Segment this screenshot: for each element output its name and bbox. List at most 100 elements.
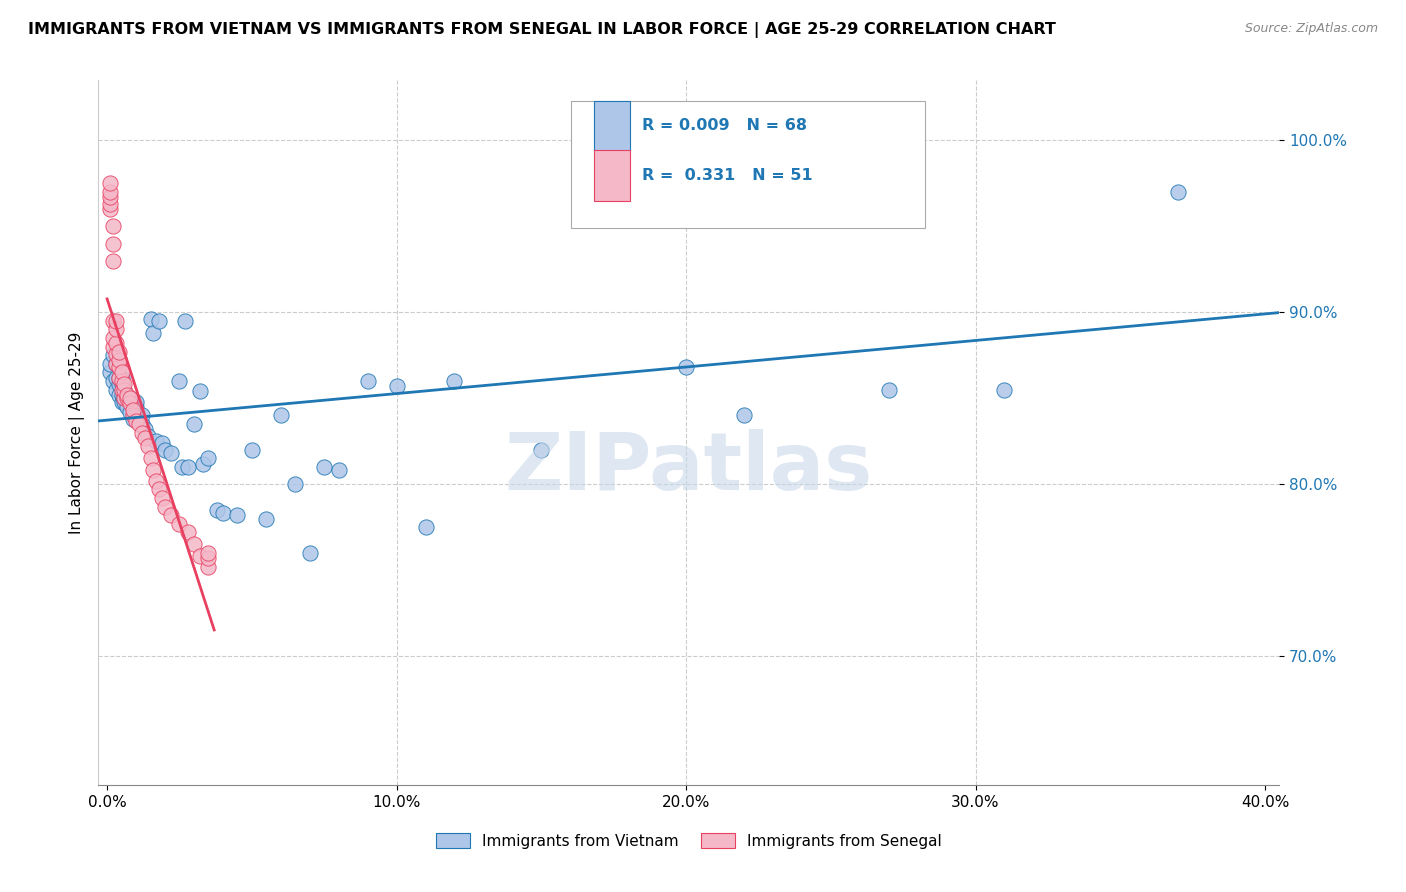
Point <box>101 340 124 354</box>
Point <box>197 551 219 566</box>
Point <box>117 388 139 402</box>
Point <box>101 314 124 328</box>
Point <box>790 211 813 225</box>
Point <box>104 370 127 384</box>
Point <box>101 348 124 362</box>
Point <box>101 219 124 234</box>
Point <box>120 391 142 405</box>
Point <box>104 357 127 371</box>
Point <box>101 236 124 251</box>
Point <box>270 409 292 423</box>
Point <box>114 383 136 397</box>
Point <box>177 525 200 540</box>
Bar <box>595 101 630 152</box>
Point <box>1167 185 1189 199</box>
Point <box>150 436 173 450</box>
Point <box>120 391 142 405</box>
Point <box>101 331 124 345</box>
Point <box>98 177 121 191</box>
Point <box>125 394 148 409</box>
Point <box>120 396 142 410</box>
Point <box>191 457 214 471</box>
Point <box>101 253 124 268</box>
Point <box>197 546 219 560</box>
Text: ZIPatlas: ZIPatlas <box>505 429 873 507</box>
Text: R =  0.331   N = 51: R = 0.331 N = 51 <box>641 168 813 183</box>
Y-axis label: In Labor Force | Age 25-29: In Labor Force | Age 25-29 <box>69 332 84 533</box>
Point <box>107 370 129 384</box>
Point <box>172 460 194 475</box>
Point <box>125 409 148 423</box>
Point <box>188 384 211 399</box>
Text: R = 0.009   N = 68: R = 0.009 N = 68 <box>641 119 807 134</box>
Point <box>104 322 127 336</box>
Point <box>125 400 148 414</box>
Point <box>139 451 162 466</box>
Point <box>443 374 465 388</box>
Point <box>117 391 139 405</box>
Point <box>169 374 191 388</box>
Point <box>128 412 150 426</box>
Point <box>212 507 235 521</box>
Point <box>117 391 139 405</box>
Bar <box>595 150 630 201</box>
Point <box>142 326 165 340</box>
Point <box>120 405 142 419</box>
Point <box>107 353 129 368</box>
Point <box>98 197 121 211</box>
Point <box>877 383 900 397</box>
Point <box>107 388 129 402</box>
Point <box>114 394 136 409</box>
Text: IMMIGRANTS FROM VIETNAM VS IMMIGRANTS FROM SENEGAL IN LABOR FORCE | AGE 25-29 CO: IMMIGRANTS FROM VIETNAM VS IMMIGRANTS FR… <box>28 22 1056 38</box>
Point <box>153 500 176 514</box>
Point <box>588 209 610 223</box>
Point <box>122 412 145 426</box>
Point <box>226 508 249 522</box>
Point <box>675 360 697 375</box>
Point <box>159 446 181 460</box>
Point <box>104 314 127 328</box>
Point <box>107 377 129 392</box>
Legend: Immigrants from Vietnam, Immigrants from Senegal: Immigrants from Vietnam, Immigrants from… <box>430 827 948 855</box>
Point <box>98 366 121 380</box>
Point <box>134 422 156 436</box>
Point <box>110 374 132 388</box>
Point <box>169 516 191 531</box>
Point <box>107 370 129 384</box>
Point <box>110 377 132 392</box>
Point <box>128 417 150 431</box>
Point <box>98 357 121 371</box>
Point <box>183 537 205 551</box>
Point <box>98 185 121 199</box>
Point <box>197 451 219 466</box>
FancyBboxPatch shape <box>571 102 925 228</box>
Point <box>205 503 228 517</box>
Point <box>134 431 156 445</box>
Point <box>159 508 181 522</box>
Point <box>993 383 1015 397</box>
Point <box>415 520 437 534</box>
Point <box>131 409 153 423</box>
Point <box>98 202 121 217</box>
Point <box>136 439 159 453</box>
Point <box>117 400 139 414</box>
Point <box>142 463 165 477</box>
Point <box>110 383 132 397</box>
Point <box>131 417 153 431</box>
Point <box>114 383 136 397</box>
Point <box>174 314 197 328</box>
Point <box>150 491 173 505</box>
Point <box>153 442 176 457</box>
Point <box>530 442 553 457</box>
Point <box>110 366 132 380</box>
Point <box>328 463 350 477</box>
Point <box>104 346 127 360</box>
Point <box>148 483 170 497</box>
Point <box>139 312 162 326</box>
Point <box>356 374 378 388</box>
Point <box>183 417 205 431</box>
Point <box>131 425 153 440</box>
Point <box>98 190 121 204</box>
Point <box>136 429 159 443</box>
Point <box>104 336 127 351</box>
